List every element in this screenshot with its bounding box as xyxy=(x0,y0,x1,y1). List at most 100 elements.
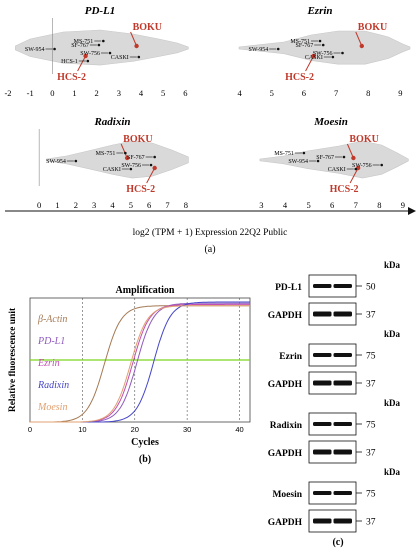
x-ticks: 0 10 20 30 40 xyxy=(28,425,244,434)
protein-label: PD-L1 xyxy=(275,283,302,293)
legend-entry: Radixin xyxy=(37,380,69,391)
x-tick-label: 8 xyxy=(366,88,370,98)
cell-line-label: SW-954 xyxy=(46,159,66,165)
cell-line-label: MS-751 xyxy=(274,151,294,157)
blot-radixin-4: kDa Radixin 75 xyxy=(270,398,400,436)
cell-line-label: SW-756 xyxy=(80,51,100,57)
highlight-label: BOKU xyxy=(133,22,162,33)
x-tick-label: 20 xyxy=(131,425,139,434)
kda-value: 75 xyxy=(366,421,376,431)
violin-subplot-radixin: Radixin 0 1 2 3 4 5 6 7 8 BOKU HCS-2 MS-751 SF-767 SW-… xyxy=(37,116,189,210)
panel-c-label: (c) xyxy=(332,537,343,548)
x-axis-label: Cycles xyxy=(131,437,159,448)
legend-entry: Ezrin xyxy=(37,358,60,369)
x-tick-label: 3 xyxy=(259,200,263,210)
cell-line-point xyxy=(276,47,280,51)
blot-ezrin-2: kDa Ezrin 75 xyxy=(279,329,400,367)
x-tick-label: 5 xyxy=(129,200,133,210)
label-leader xyxy=(349,167,359,184)
protein-band xyxy=(333,491,352,495)
cell-line-point xyxy=(102,39,105,43)
blot-gapdh-3: GAPDH 37 xyxy=(268,371,376,395)
blot-gapdh-1: GAPDH 37 xyxy=(268,302,376,326)
x-tick-label: 4 xyxy=(238,88,243,98)
label-leader xyxy=(77,55,87,72)
highlight-label: HCS-2 xyxy=(57,72,86,83)
density-shape xyxy=(259,140,409,179)
protein-label: Ezrin xyxy=(279,352,302,362)
panel-b-label: (b) xyxy=(139,454,151,465)
cell-line-point xyxy=(97,43,101,47)
cell-line-label: SW-756 xyxy=(352,163,372,169)
cell-line-label: MS-751 xyxy=(74,39,94,45)
kda-header: kDa xyxy=(384,467,401,477)
blot-pd-l1-0: kDa PD-L1 50 xyxy=(275,260,401,298)
protein-label: GAPDH xyxy=(268,518,303,528)
cell-line-point xyxy=(321,43,325,47)
protein-label: Radixin xyxy=(270,421,303,431)
cell-line-point xyxy=(86,59,90,63)
panel-b-amplification-chart: Amplification 0 10 20 30 40 β-Actin PD-L1 Ezri… xyxy=(8,285,251,465)
legend-entry: Moesin xyxy=(37,402,67,413)
cell-line-point xyxy=(137,55,141,59)
label-leader xyxy=(146,167,156,184)
x-tick-label: 6 xyxy=(147,200,151,210)
cell-line-label: HCS-1 xyxy=(61,59,78,65)
cell-line-label: CASKI xyxy=(305,55,323,61)
protein-band xyxy=(333,518,352,524)
protein-band xyxy=(333,449,352,455)
cell-line-label: CASKI xyxy=(328,167,346,173)
label-leader xyxy=(130,31,138,47)
kda-value: 75 xyxy=(366,352,376,362)
label-leader xyxy=(346,143,354,159)
x-tick-label: 5 xyxy=(161,88,165,98)
x-tick-label: 3 xyxy=(117,88,121,98)
kda-value: 37 xyxy=(366,380,376,390)
cell-line-label: SF-767 xyxy=(296,43,314,49)
cell-line-point xyxy=(153,155,156,159)
cell-line-point xyxy=(108,51,112,55)
protein-band xyxy=(313,284,332,288)
x-tick-label: 30 xyxy=(183,425,191,434)
panel-c-western-blots: kDa PD-L1 50 GAPDH 37 kDa Ezrin 75 GAPDH 37 kDa Rad… xyxy=(268,260,401,533)
x-tick-label: 4 xyxy=(283,200,288,210)
legend-entry: β-Actin xyxy=(37,314,67,325)
x-tick-label: -1 xyxy=(27,88,34,98)
legend: β-Actin PD-L1 Ezrin Radixin Moesin xyxy=(37,314,69,413)
x-tick-label: 1 xyxy=(55,200,59,210)
x-tick-label: 7 xyxy=(354,200,358,210)
subplot-title: PD-L1 xyxy=(85,5,116,17)
protein-band xyxy=(333,311,352,317)
protein-band xyxy=(333,422,352,426)
curves xyxy=(30,301,250,423)
cell-line-point xyxy=(316,159,320,163)
cell-line-point xyxy=(354,167,358,171)
protein-label: GAPDH xyxy=(268,311,303,321)
curve-moesin xyxy=(30,305,250,423)
highlight-label: BOKU xyxy=(123,134,152,145)
protein-label: Moesin xyxy=(272,490,302,500)
x-tick-label: 1 xyxy=(72,88,76,98)
blot-moesin-6: kDa Moesin 75 xyxy=(272,467,401,505)
kda-value: 37 xyxy=(366,311,376,321)
cell-line-point xyxy=(341,51,344,55)
label-leader xyxy=(305,55,315,72)
x-tick-label: 2 xyxy=(95,88,99,98)
kda-value: 37 xyxy=(366,449,376,459)
y-axis-label: Relative fluorescence unit xyxy=(8,307,18,412)
x-tick-label: 5 xyxy=(306,200,310,210)
x-tick-label: 0 xyxy=(37,200,41,210)
kda-value: 37 xyxy=(366,518,376,528)
protein-band xyxy=(313,353,332,357)
cell-line-point xyxy=(124,151,127,155)
x-tick-label: -2 xyxy=(4,88,11,98)
x-tick-label: 6 xyxy=(183,88,187,98)
protein-band xyxy=(333,284,352,288)
kda-header: kDa xyxy=(384,260,401,270)
x-tick-label: 6 xyxy=(302,88,306,98)
cell-line-point xyxy=(331,55,335,59)
cell-line-label: SW-954 xyxy=(288,159,308,165)
